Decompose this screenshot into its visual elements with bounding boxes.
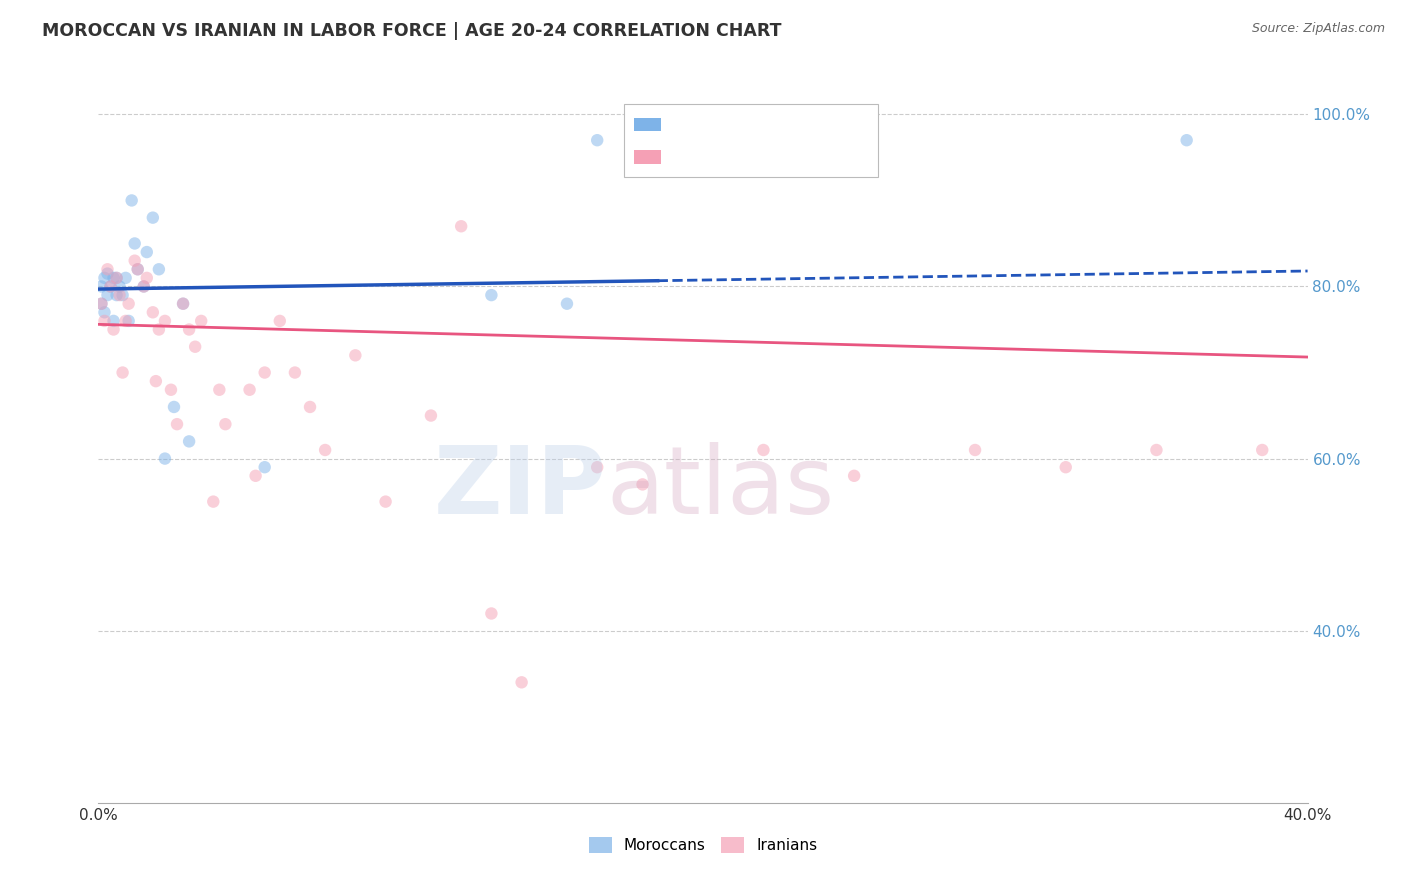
Point — [510, 675, 533, 690]
FancyBboxPatch shape — [634, 118, 661, 131]
Text: N =: N = — [763, 150, 796, 164]
Point — [555, 296, 578, 310]
Point — [103, 271, 125, 285]
Text: R =: R = — [671, 117, 706, 132]
Point — [1175, 133, 1198, 147]
Point — [93, 271, 115, 285]
Point — [103, 314, 125, 328]
Point — [100, 279, 122, 293]
Point — [253, 460, 276, 475]
Point — [631, 133, 654, 147]
Point — [166, 417, 188, 432]
Point — [135, 271, 157, 285]
Point — [1144, 442, 1167, 457]
Point — [253, 366, 276, 380]
Text: atlas: atlas — [606, 442, 835, 534]
Point — [118, 296, 141, 310]
Text: Source: ZipAtlas.com: Source: ZipAtlas.com — [1251, 22, 1385, 36]
Point — [124, 253, 146, 268]
Legend: Moroccans, Iranians: Moroccans, Iranians — [581, 830, 825, 861]
Point — [160, 383, 183, 397]
Point — [1251, 442, 1274, 457]
Point — [132, 279, 155, 293]
Point — [586, 133, 609, 147]
Point — [269, 314, 291, 328]
Point — [172, 296, 194, 310]
Point — [90, 279, 112, 293]
Point — [208, 383, 231, 397]
Point — [153, 451, 176, 466]
Point — [111, 366, 134, 380]
Point — [96, 267, 118, 281]
Point — [127, 262, 149, 277]
Text: MOROCCAN VS IRANIAN IN LABOR FORCE | AGE 20-24 CORRELATION CHART: MOROCCAN VS IRANIAN IN LABOR FORCE | AGE… — [42, 22, 782, 40]
Point — [214, 417, 236, 432]
Point — [124, 236, 146, 251]
Point — [93, 314, 115, 328]
Point — [90, 296, 112, 310]
Point — [96, 288, 118, 302]
Point — [145, 374, 167, 388]
Point — [752, 442, 775, 457]
Point — [1054, 460, 1077, 475]
Point — [179, 322, 201, 336]
Point — [586, 460, 609, 475]
Point — [202, 494, 225, 508]
Point — [344, 348, 367, 362]
Point — [108, 279, 131, 293]
Point — [100, 279, 122, 293]
Point — [184, 340, 207, 354]
Point — [118, 314, 141, 328]
Point — [299, 400, 322, 414]
FancyBboxPatch shape — [624, 104, 879, 178]
Point — [142, 211, 165, 225]
Point — [148, 262, 170, 277]
Point — [450, 219, 472, 234]
Point — [374, 494, 396, 508]
Text: -0.052: -0.052 — [707, 150, 754, 164]
Point — [111, 288, 134, 302]
Point — [103, 322, 125, 336]
Point — [148, 322, 170, 336]
Point — [142, 305, 165, 319]
Point — [108, 288, 131, 302]
Point — [163, 400, 186, 414]
Point — [105, 288, 128, 302]
Point — [172, 296, 194, 310]
Point — [631, 477, 654, 491]
Point — [93, 305, 115, 319]
Text: 37: 37 — [803, 117, 824, 132]
Point — [481, 607, 503, 621]
Point — [96, 262, 118, 277]
Point — [965, 442, 987, 457]
Point — [132, 279, 155, 293]
Text: ZIP: ZIP — [433, 442, 606, 534]
Point — [481, 288, 503, 302]
Point — [179, 434, 201, 449]
Point — [844, 468, 866, 483]
Point — [105, 271, 128, 285]
Text: 50: 50 — [803, 150, 824, 164]
Text: 0.016: 0.016 — [713, 117, 755, 132]
Point — [239, 383, 262, 397]
Text: N =: N = — [763, 117, 796, 132]
Point — [245, 468, 267, 483]
FancyBboxPatch shape — [634, 151, 661, 163]
Point — [284, 366, 307, 380]
Point — [190, 314, 212, 328]
Point — [121, 194, 143, 208]
Point — [314, 442, 336, 457]
Point — [420, 409, 443, 423]
Text: R =: R = — [671, 150, 702, 164]
Point — [153, 314, 176, 328]
Point — [114, 314, 136, 328]
Point — [90, 296, 112, 310]
Point — [105, 271, 128, 285]
Point — [127, 262, 149, 277]
Point — [135, 245, 157, 260]
Point — [114, 271, 136, 285]
